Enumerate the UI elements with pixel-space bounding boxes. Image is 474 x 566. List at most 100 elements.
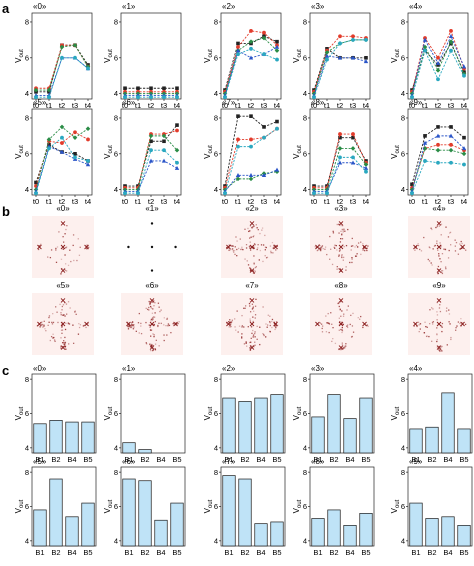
heat-pixel xyxy=(343,313,345,315)
node-marker xyxy=(362,321,367,327)
heat-pixel xyxy=(149,303,151,306)
bar-panel-ylabel-main: V xyxy=(292,507,301,513)
heat-pixel xyxy=(157,302,160,304)
heat-pixel xyxy=(341,321,343,324)
y-tick-label: 6 xyxy=(303,409,307,418)
heat-pixel xyxy=(151,317,154,319)
heat-pixel xyxy=(338,305,340,308)
data-point xyxy=(162,148,166,153)
x-tick-label: t4 xyxy=(461,197,467,206)
series-line-2 xyxy=(314,147,367,191)
node-marker xyxy=(60,345,66,350)
heat-pixel xyxy=(230,321,232,323)
heat-pixel xyxy=(158,345,160,347)
heat-pixel xyxy=(82,325,85,327)
line-panel-ylabel: Vout xyxy=(390,49,401,63)
heat-pixel xyxy=(42,324,44,326)
heat-pixel xyxy=(275,326,277,329)
data-point xyxy=(73,151,77,156)
heat-pixel xyxy=(148,306,150,309)
heat-pixel xyxy=(167,325,169,327)
heat-pixel xyxy=(343,228,345,230)
heat-pixel xyxy=(152,316,155,318)
x-tick-label: t1 xyxy=(135,101,141,110)
heat-pixel xyxy=(64,328,67,331)
x-tick-label: t1 xyxy=(235,197,241,206)
heat-pixel xyxy=(454,245,456,247)
heat-pixel xyxy=(416,325,418,328)
bar-panel-ylabel-main: V xyxy=(203,507,212,513)
heat-pixel xyxy=(128,326,131,328)
bar xyxy=(441,392,455,454)
data-point xyxy=(410,182,414,187)
bar xyxy=(49,478,63,547)
heat-pixel xyxy=(455,329,457,331)
heat-pixel xyxy=(367,245,369,247)
heat-pixel xyxy=(76,259,78,262)
y-tick-label: 4 xyxy=(214,185,218,194)
x-tick-label: B2 xyxy=(427,548,436,557)
x-tick-label: t3 xyxy=(161,101,167,110)
data-point xyxy=(161,133,167,139)
heat-pixel xyxy=(238,325,241,327)
line-panel-ylabel-sub: out xyxy=(19,145,25,154)
heat-pixel xyxy=(360,253,362,256)
data-point xyxy=(236,45,240,49)
node-marker xyxy=(249,345,255,350)
heat-pixel xyxy=(231,248,234,250)
heat-pixel xyxy=(79,324,82,326)
heat-pixel xyxy=(231,321,233,323)
heat-pixel xyxy=(249,347,251,349)
heat-pixel xyxy=(152,318,154,320)
heat-pixel xyxy=(317,249,319,251)
heat-pixel xyxy=(339,249,341,251)
heat-pixel xyxy=(128,325,130,327)
x-tick-label: t1 xyxy=(324,197,330,206)
heat-pixel xyxy=(75,313,77,315)
heat-pixel xyxy=(66,225,68,227)
x-tick-label: B2 xyxy=(329,548,338,557)
heat-pixel xyxy=(65,303,68,305)
y-tick-label: 4 xyxy=(25,89,29,98)
data-point xyxy=(274,48,280,53)
heat-pixel xyxy=(68,343,70,345)
line-panel-ylabel: Vout xyxy=(14,145,25,159)
heat-pixel xyxy=(320,247,322,249)
heat-pixel xyxy=(276,245,278,247)
data-point xyxy=(162,139,166,144)
heat-pixel xyxy=(321,327,323,330)
panel-letter-a: a xyxy=(2,1,10,16)
bar xyxy=(122,442,136,454)
heat-pixel xyxy=(60,312,62,314)
data-point xyxy=(448,39,454,44)
node-marker xyxy=(84,321,89,327)
heat-pixel xyxy=(255,266,257,268)
x-tick-label: B4 xyxy=(443,548,452,557)
x-tick-label: B1 xyxy=(313,455,322,464)
x-tick-label: t4 xyxy=(363,197,369,206)
heat-pixel xyxy=(448,309,450,311)
heat-pixel xyxy=(354,246,356,248)
data-point xyxy=(175,123,179,127)
y-tick-label: 8 xyxy=(25,468,29,477)
heat-pixel xyxy=(346,326,349,329)
data-point xyxy=(448,147,454,153)
x-tick-label: B5 xyxy=(361,455,370,464)
heat-pixel xyxy=(345,266,347,268)
node-marker xyxy=(413,244,418,250)
bar-panel-ylabel: Vout xyxy=(103,499,114,513)
heat-pixel xyxy=(44,328,46,330)
y-tick-label: 8 xyxy=(401,468,405,477)
heat-pixel xyxy=(341,330,344,332)
y-tick-label: 6 xyxy=(114,53,118,62)
heat-pixel xyxy=(243,307,245,309)
heat-pixel xyxy=(460,240,462,243)
heat-pixel xyxy=(242,248,244,251)
y-tick-label: 8 xyxy=(303,468,307,477)
data-point xyxy=(123,191,127,196)
node-marker xyxy=(126,321,131,327)
heat-pixel xyxy=(320,248,322,250)
node-marker xyxy=(338,345,344,350)
heat-pixel xyxy=(332,232,335,234)
y-tick-label: 8 xyxy=(214,114,218,123)
